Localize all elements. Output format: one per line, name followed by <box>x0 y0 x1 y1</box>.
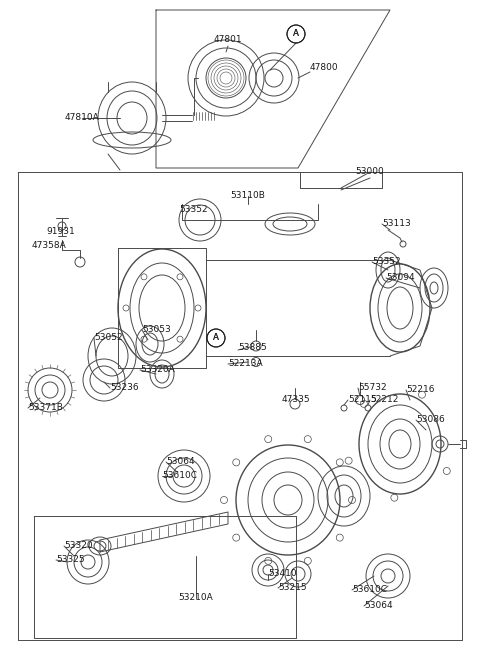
Text: 91931: 91931 <box>46 228 75 237</box>
Text: A: A <box>293 30 299 39</box>
Text: 53410: 53410 <box>268 569 297 579</box>
Text: 47800: 47800 <box>310 64 338 73</box>
Text: 52115: 52115 <box>348 396 377 405</box>
Text: 53320A: 53320A <box>140 365 175 375</box>
Text: 53064: 53064 <box>364 602 393 611</box>
Text: 52213A: 52213A <box>228 359 263 369</box>
Text: 53885: 53885 <box>238 344 267 352</box>
Text: 52212: 52212 <box>370 396 398 405</box>
Text: 53236: 53236 <box>110 384 139 392</box>
Text: 53610C: 53610C <box>162 472 197 480</box>
Text: 47810A: 47810A <box>65 113 99 123</box>
Text: 53215: 53215 <box>278 583 307 592</box>
Text: 53000: 53000 <box>356 167 384 176</box>
Text: 47801: 47801 <box>214 35 242 45</box>
Text: 47335: 47335 <box>282 396 311 405</box>
Text: 53352: 53352 <box>372 258 401 266</box>
Text: 53094: 53094 <box>386 274 415 283</box>
Text: 53610C: 53610C <box>352 586 387 594</box>
Text: 53325: 53325 <box>56 556 84 565</box>
Text: 53110B: 53110B <box>230 192 265 201</box>
Text: A: A <box>213 333 219 342</box>
Text: 52216: 52216 <box>406 386 434 394</box>
Text: 53352: 53352 <box>180 205 208 215</box>
Text: A: A <box>293 30 299 39</box>
Text: 53052: 53052 <box>94 333 122 342</box>
Text: 53320: 53320 <box>64 541 93 550</box>
Text: 53210A: 53210A <box>179 594 214 602</box>
Text: 53086: 53086 <box>416 415 445 424</box>
Text: 47358A: 47358A <box>32 241 67 251</box>
Text: 53113: 53113 <box>382 220 411 228</box>
Text: 53371B: 53371B <box>28 403 63 413</box>
Text: 55732: 55732 <box>358 384 386 392</box>
Text: A: A <box>213 333 219 342</box>
Text: 53053: 53053 <box>142 325 171 335</box>
Text: 53064: 53064 <box>166 457 194 466</box>
